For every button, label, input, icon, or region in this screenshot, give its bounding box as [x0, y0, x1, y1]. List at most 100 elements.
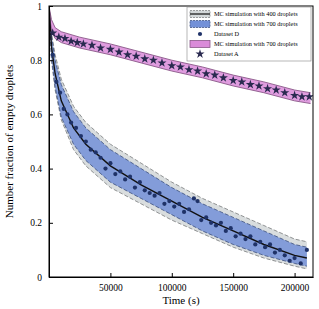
y-axis: 00.20.40.60.81: [30, 2, 53, 283]
point: [248, 234, 252, 238]
point: [157, 58, 166, 67]
point: [193, 66, 202, 75]
point: [167, 199, 171, 203]
point: [204, 215, 208, 219]
tick-mark: [49, 223, 53, 224]
point: [87, 40, 96, 49]
point: [73, 38, 82, 47]
point: [283, 253, 287, 257]
point: [58, 91, 62, 95]
point: [195, 199, 199, 203]
point: [209, 221, 213, 225]
tick-label: 0.6: [30, 110, 42, 120]
point: [299, 261, 303, 265]
point: [143, 188, 147, 192]
point: [177, 202, 181, 206]
tick-label: 0.2: [30, 218, 42, 228]
point: [149, 55, 158, 64]
point: [258, 240, 262, 244]
point: [113, 172, 117, 176]
tick-label: 50000: [99, 283, 123, 293]
point: [199, 218, 203, 222]
tick-mark: [233, 273, 234, 277]
point: [219, 73, 228, 82]
tick-mark: [49, 114, 53, 115]
point: [123, 50, 132, 59]
point: [108, 161, 112, 165]
tick-mark: [295, 273, 296, 277]
point: [89, 148, 93, 152]
point: [65, 112, 69, 116]
legend-label: Dataset D: [214, 30, 239, 37]
legend-swatch: [190, 21, 210, 28]
legend-line: [190, 13, 210, 14]
point: [288, 259, 292, 263]
tick: 200000: [281, 273, 310, 293]
tick: 0.8: [30, 56, 53, 66]
tick-label: 100000: [158, 283, 187, 293]
point: [234, 234, 238, 238]
data-layer: [49, 6, 313, 269]
tick-label: 150000: [219, 283, 248, 293]
point: [263, 84, 272, 93]
point: [84, 139, 88, 143]
legend-marker: [195, 49, 204, 58]
point: [172, 204, 176, 208]
point: [280, 88, 289, 97]
chart: 5000010000015000020000000.20.40.60.81MC …: [0, 0, 319, 309]
plot: 5000010000015000020000000.20.40.60.81MC …: [30, 2, 314, 293]
tick-mark: [110, 273, 111, 277]
legend-marker: [198, 32, 202, 36]
point: [79, 134, 83, 138]
plot-frame: [49, 6, 313, 277]
point: [118, 169, 122, 173]
tick-mark: [172, 273, 173, 277]
point: [272, 85, 281, 94]
point: [238, 232, 242, 236]
point: [290, 91, 299, 100]
point: [219, 221, 223, 225]
x-axis: 50000 100000 150000 200000: [50, 273, 314, 293]
point: [54, 32, 63, 41]
legend-box: [187, 7, 311, 61]
point: [292, 256, 296, 260]
point: [103, 166, 107, 170]
point: [278, 248, 282, 252]
point: [51, 53, 55, 57]
legend-item: Dataset A: [195, 49, 239, 58]
point: [148, 191, 152, 195]
point: [176, 62, 185, 71]
tick-label: 200000: [281, 283, 310, 293]
legend-label: MC simulation with 700 droplets: [214, 40, 298, 47]
point: [273, 250, 277, 254]
point: [297, 92, 306, 101]
legend-label: Dataset A: [214, 50, 239, 57]
tick: 150000: [219, 273, 248, 293]
point: [229, 226, 233, 230]
point: [187, 207, 191, 211]
point: [210, 70, 219, 79]
point: [224, 229, 228, 233]
point: [96, 43, 105, 52]
point: [254, 81, 263, 90]
point: [237, 77, 246, 86]
y-axis-label: Number fraction of empty droplets: [3, 65, 15, 218]
legend-item: Dataset D: [198, 30, 240, 37]
tick: 0.4: [30, 164, 53, 174]
point: [229, 76, 238, 85]
legend-label: MC simulation with 700 droplets: [214, 20, 298, 27]
point: [192, 196, 196, 200]
tick-mark: [49, 169, 53, 170]
point: [263, 245, 267, 249]
point: [305, 248, 309, 252]
point: [268, 242, 272, 246]
point: [123, 177, 127, 181]
legend-swatch: [190, 41, 210, 48]
tick-label: 0.4: [30, 164, 42, 174]
tick: 0.6: [30, 110, 53, 120]
point: [132, 51, 141, 60]
point: [184, 65, 193, 74]
legend: MC simulation with 400 dropletsMC simula…: [187, 7, 311, 61]
point: [152, 194, 156, 198]
tick: 0.2: [30, 218, 53, 228]
